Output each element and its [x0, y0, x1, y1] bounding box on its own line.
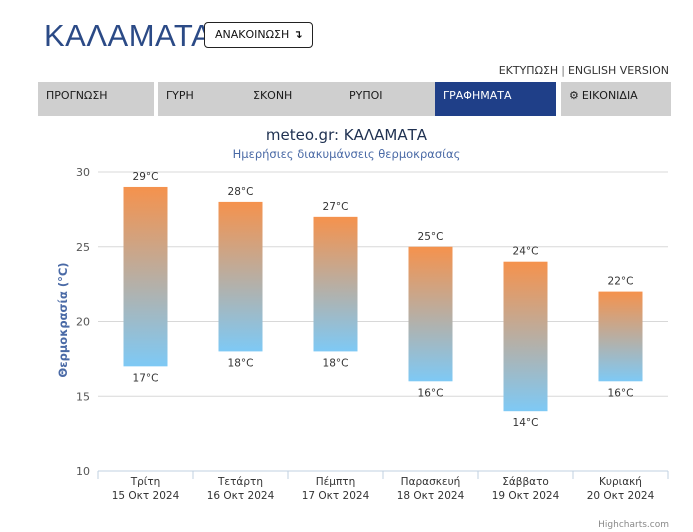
high-temp-label: 27°C	[323, 201, 349, 213]
y-tick-label: 20	[76, 316, 90, 329]
low-temp-label: 18°C	[323, 357, 349, 369]
chart-subtitle: Ημερήσιες διακυμάνσεις θερμοκρασίας	[232, 147, 461, 161]
temperature-range-bar[interactable]	[218, 201, 263, 352]
tab-forecast[interactable]: ΠΡΟΓΝΩΣΗ	[38, 82, 154, 116]
tab-forecast-label: ΠΡΟΓΝΩΣΗ	[46, 89, 108, 102]
x-tick-date: 15 Οκτ 2024	[112, 490, 180, 502]
tab-pollutants[interactable]: ΡΥΠΟΙ	[341, 82, 453, 116]
x-tick-day: Κυριακή	[599, 476, 642, 488]
low-temp-label: 14°C	[513, 417, 539, 429]
x-tick-day: Τετάρτη	[217, 476, 263, 488]
chart-title: meteo.gr: ΚΑΛΑΜΑΤΑ	[265, 126, 428, 144]
high-temp-label: 22°C	[608, 276, 634, 288]
temperature-range-bar[interactable]	[598, 291, 643, 382]
announcement-label: ΑΝΑΚΟΙΝΩΣΗ	[215, 28, 290, 41]
x-tick-day: Σάββατο	[502, 476, 549, 488]
low-temp-label: 18°C	[228, 357, 254, 369]
link-separator: |	[561, 64, 565, 77]
print-link[interactable]: ΕΚΤΥΠΩΣΗ	[498, 64, 559, 77]
x-tick-day: Τρίτη	[130, 476, 161, 488]
gear-icon: ⚙	[569, 89, 579, 102]
tab-charts[interactable]: ΓΡΑΦΗΜΑΤΑ	[435, 82, 556, 116]
tab-icons[interactable]: ⚙ ΕΙΚΟΝΙΔΙΑ	[561, 82, 671, 116]
city-title: ΚΑΛΑΜΑΤΑ	[44, 18, 213, 53]
tab-pollutants-label: ΡΥΠΟΙ	[349, 89, 383, 102]
y-tick-label: 15	[76, 390, 90, 403]
tab-pollen-label: ΓΥΡΗ	[166, 89, 194, 102]
x-tick-date: 18 Οκτ 2024	[397, 490, 465, 502]
y-tick-label: 30	[76, 166, 90, 179]
x-tick-date: 16 Οκτ 2024	[207, 490, 275, 502]
y-tick-label: 10	[76, 465, 90, 478]
x-tick-date: 19 Οκτ 2024	[492, 490, 560, 502]
y-axis-label: Θερμοκρασία (°C)	[56, 262, 70, 377]
top-links: ΕΚΤΥΠΩΣΗ | ENGLISH VERSION	[499, 64, 669, 77]
temperature-range-bar[interactable]	[313, 216, 358, 352]
temperature-range-bar[interactable]	[503, 261, 548, 412]
tab-charts-label: ΓΡΑΦΗΜΑΤΑ	[443, 89, 512, 102]
x-tick-day: Πέμπτη	[316, 476, 356, 488]
low-temp-label: 17°C	[133, 372, 159, 384]
x-tick-date: 17 Οκτ 2024	[302, 490, 370, 502]
tab-icons-label: ΕΙΚΟΝΙΔΙΑ	[581, 89, 638, 102]
english-version-link[interactable]: ENGLISH VERSION	[567, 64, 669, 77]
arrow-down-icon: ↴	[293, 28, 303, 41]
temperature-range-bar[interactable]	[408, 246, 453, 382]
high-temp-label: 29°C	[133, 171, 159, 183]
high-temp-label: 28°C	[228, 186, 254, 198]
y-tick-label: 25	[76, 241, 90, 254]
low-temp-label: 16°C	[418, 387, 444, 399]
high-temp-label: 24°C	[513, 246, 539, 258]
low-temp-label: 16°C	[608, 387, 634, 399]
x-tick-day: Παρασκευή	[401, 476, 461, 488]
high-temp-label: 25°C	[418, 231, 444, 243]
announcement-button[interactable]: ΑΝΑΚΟΙΝΩΣΗ ↴	[204, 22, 314, 48]
x-tick-date: 20 Οκτ 2024	[587, 490, 655, 502]
temperature-range-bar[interactable]	[123, 186, 168, 367]
highcharts-credits[interactable]: Highcharts.com	[598, 520, 669, 530]
tab-dust-label: ΣΚΟΝΗ	[253, 89, 293, 102]
